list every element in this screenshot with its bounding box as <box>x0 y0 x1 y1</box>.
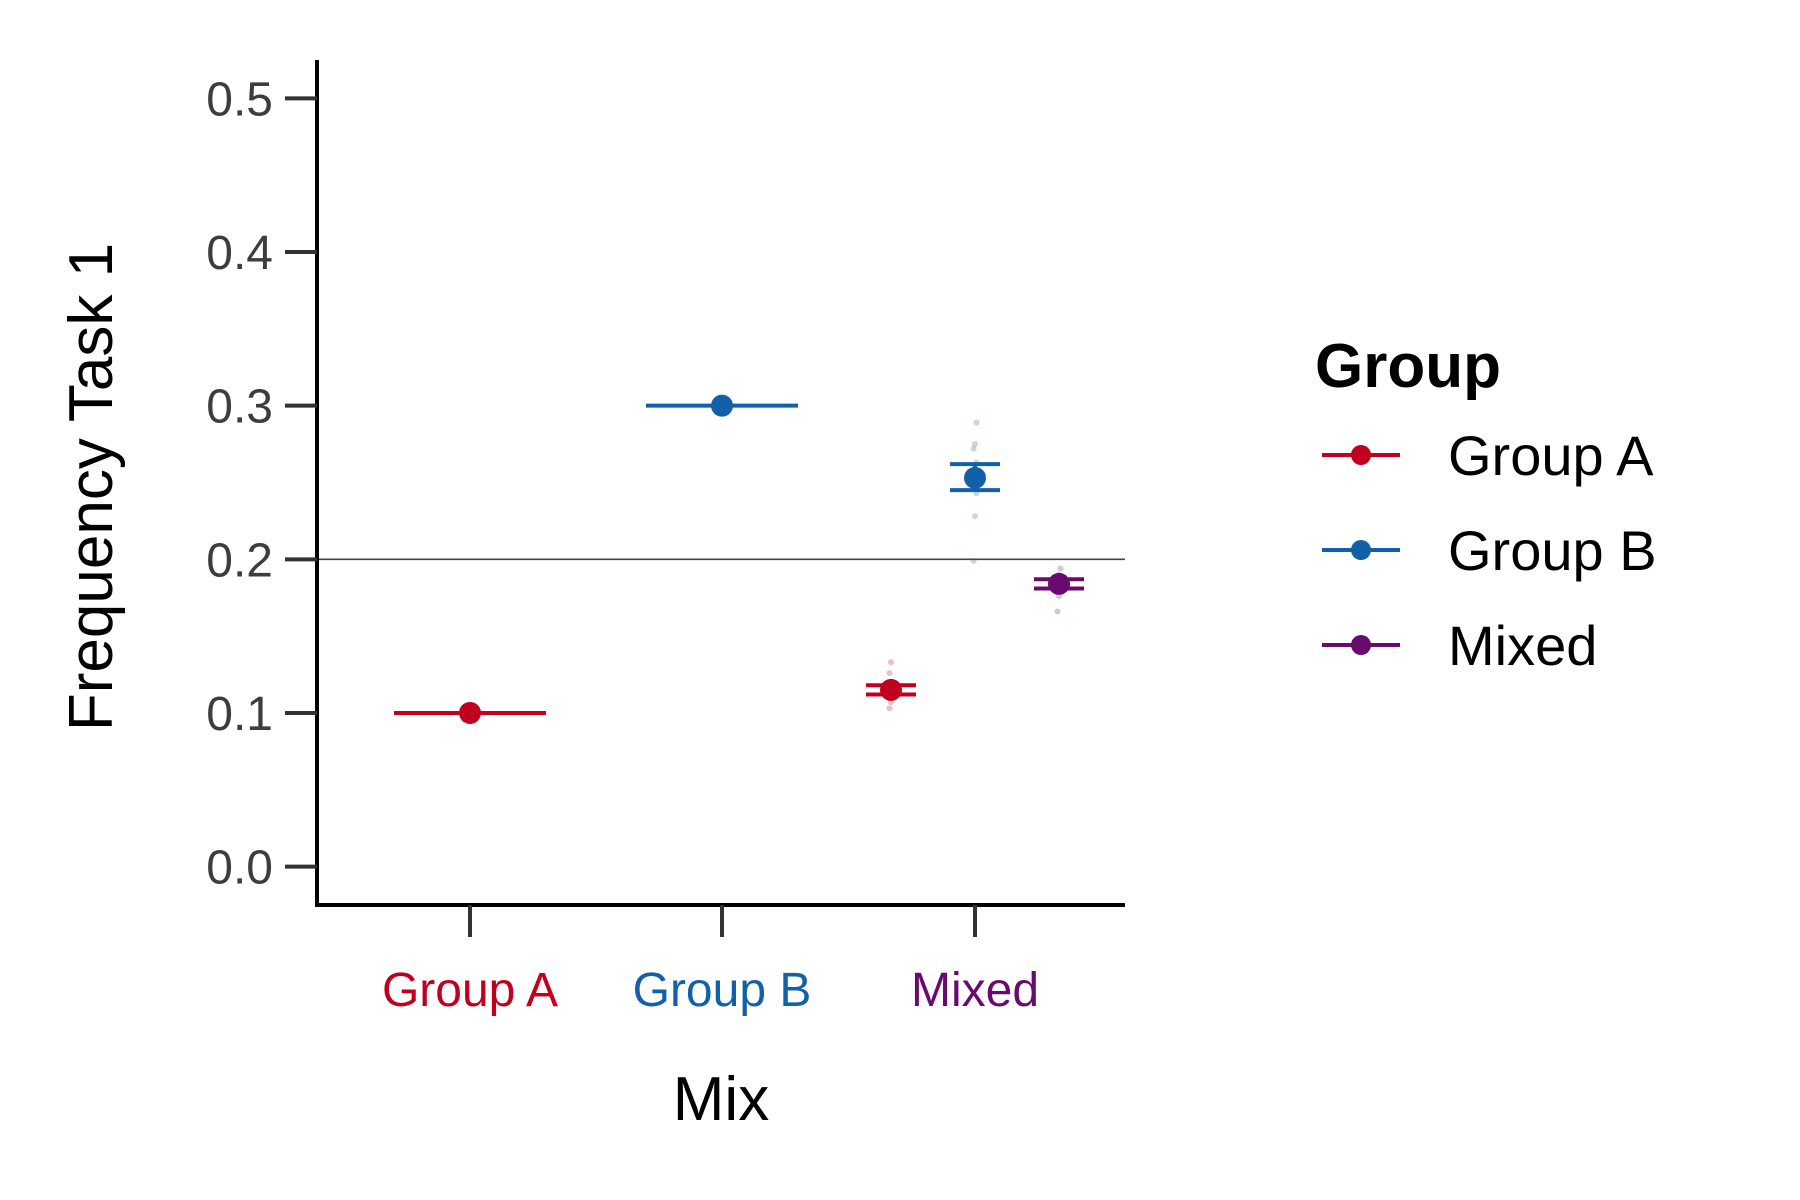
series-mixed <box>1034 565 1084 615</box>
legend-label: Mixed <box>1448 614 1597 677</box>
raw-point <box>886 670 893 677</box>
x-axis: Group A Group B Mixed <box>315 903 1125 1017</box>
raw-point <box>1057 565 1064 572</box>
legend-label: Group A <box>1448 424 1654 487</box>
x-tick-label: Group A <box>382 964 558 1017</box>
x-tick-label: Mixed <box>911 964 1039 1017</box>
mean-point <box>1048 572 1070 595</box>
legend-key-point <box>1351 635 1371 655</box>
legend: Group Group A Group B Mixed <box>1315 332 1657 677</box>
series-group-b <box>646 394 1000 564</box>
raw-point <box>1054 608 1061 615</box>
legend-item: Group A <box>1322 424 1654 487</box>
x-tick-label: Group B <box>633 964 812 1017</box>
mean-point <box>459 701 481 724</box>
legend-item: Mixed <box>1322 614 1597 677</box>
raw-point <box>888 659 894 666</box>
series-group-a <box>394 659 916 724</box>
mean-point <box>711 394 733 417</box>
y-tick-label: 0.3 <box>206 381 273 434</box>
y-tick-label: 0.0 <box>206 842 273 895</box>
x-axis-title: Mix <box>673 1065 769 1134</box>
y-tick-label: 0.2 <box>206 534 273 587</box>
raw-point <box>972 441 978 448</box>
legend-title: Group <box>1315 332 1501 401</box>
legend-key-point <box>1351 445 1371 465</box>
raw-point <box>972 513 978 520</box>
legend-label: Group B <box>1448 519 1657 582</box>
legend-item: Group B <box>1322 519 1657 582</box>
y-axis: 0.0 0.1 0.2 0.3 0.4 0.5 <box>206 60 319 907</box>
y-tick-label: 0.1 <box>206 688 273 741</box>
plot-area <box>317 394 1125 724</box>
raw-point <box>970 445 977 452</box>
mean-point <box>880 678 902 701</box>
raw-point <box>970 557 977 564</box>
y-tick-label: 0.4 <box>206 227 273 280</box>
mean-point <box>964 466 986 489</box>
legend-key-point <box>1351 540 1371 560</box>
raw-point <box>886 705 893 712</box>
y-tick-label: 0.5 <box>206 73 273 126</box>
y-axis-title: Frequency Task 1 <box>57 243 126 731</box>
raw-point <box>973 419 980 426</box>
